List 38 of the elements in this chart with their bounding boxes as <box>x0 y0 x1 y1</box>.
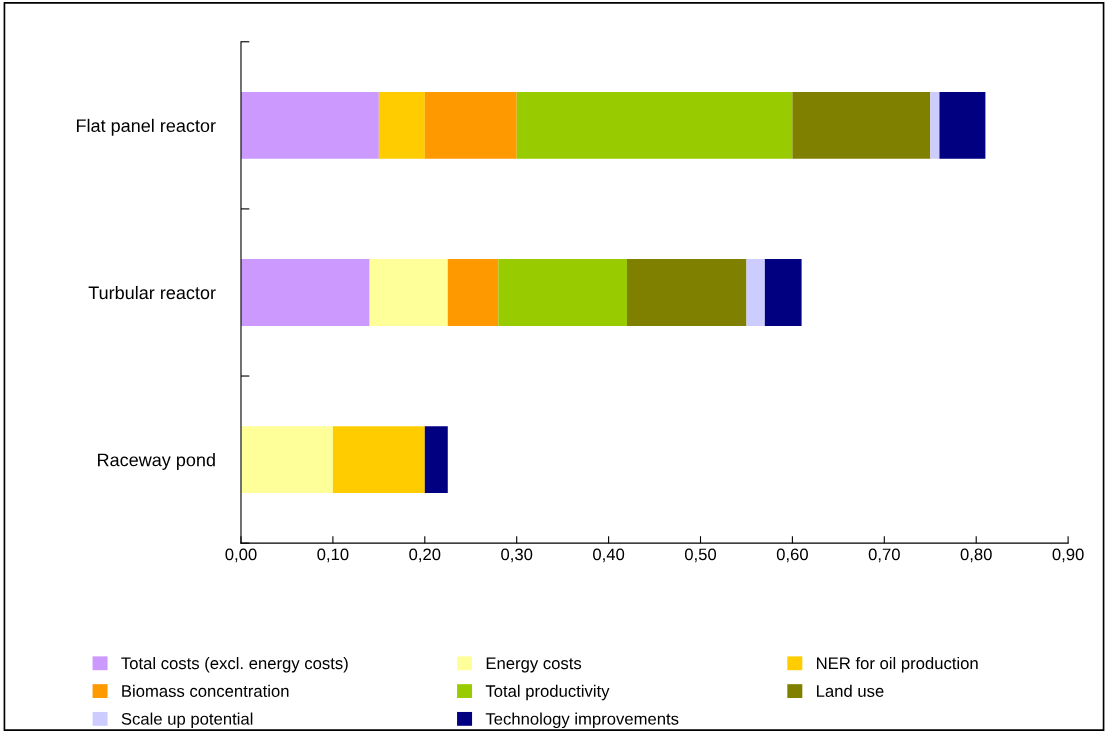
bar <box>792 91 931 159</box>
bar <box>369 259 448 326</box>
bar <box>240 426 333 494</box>
bar <box>746 259 765 326</box>
bar <box>626 259 747 326</box>
bar <box>498 259 627 326</box>
legend-label: Total costs (excl. energy costs) <box>121 656 348 673</box>
x-tick-label: 0,30 <box>501 548 533 563</box>
x-tick-label: 0,90 <box>1052 548 1084 563</box>
bar <box>332 426 425 494</box>
x-tick-label: 0,20 <box>409 548 441 563</box>
x-tick-label: 0,70 <box>868 548 900 563</box>
bar <box>516 91 793 159</box>
y-tick-label: Flat panel reactor <box>76 118 216 136</box>
bar <box>424 91 517 159</box>
x-tick-label: 0,40 <box>593 548 625 563</box>
bar <box>930 91 940 159</box>
legend-label: Scale up potential <box>121 712 253 729</box>
bar <box>424 426 448 494</box>
bar <box>240 259 370 326</box>
legend-label: Land use <box>817 684 884 697</box>
legend-label: Energy costs <box>486 657 582 673</box>
bar <box>447 259 499 326</box>
x-tick-label: 0,60 <box>776 548 808 563</box>
y-tick-label: Raceway pond <box>98 453 215 470</box>
x-tick-label: 0,80 <box>960 548 992 563</box>
bar <box>764 259 802 326</box>
x-tick-label: 0,00 <box>225 548 257 563</box>
x-tick-label: 0,50 <box>684 548 717 563</box>
bar <box>240 91 379 159</box>
legend-label: Biomass concentration <box>122 684 289 697</box>
y-tick-label: Turbular reactor <box>88 285 216 300</box>
bar <box>939 91 986 159</box>
bar <box>378 91 425 159</box>
legend-label: Technology improvements <box>485 712 679 729</box>
legend-label: Total productivity <box>485 684 610 701</box>
legend-label: NER for oil production <box>817 656 978 673</box>
x-tick-label: 0,10 <box>317 548 349 563</box>
